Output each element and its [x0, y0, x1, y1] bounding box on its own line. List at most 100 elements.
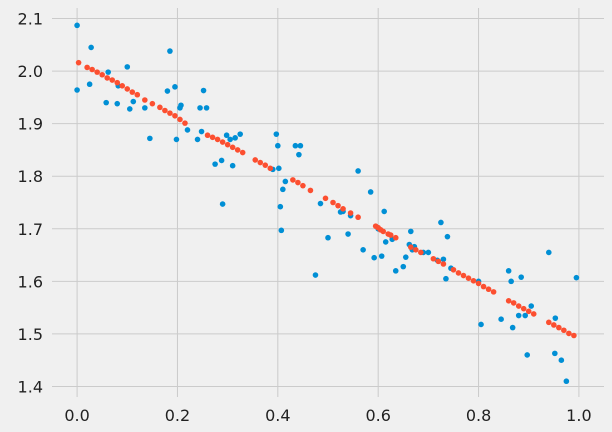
data-point — [290, 177, 296, 183]
data-point — [561, 327, 567, 334]
data-point — [478, 321, 484, 328]
data-point — [167, 48, 173, 54]
data-point — [552, 350, 558, 357]
data-point — [475, 280, 482, 287]
data-point — [119, 83, 126, 89]
data-point — [520, 305, 527, 312]
data-point — [74, 87, 80, 93]
data-point — [130, 98, 137, 105]
data-point — [322, 195, 329, 202]
data-point — [515, 312, 522, 319]
data-point — [267, 165, 274, 172]
data-point — [124, 86, 131, 92]
data-point — [566, 330, 572, 337]
data-point — [212, 161, 218, 167]
data-point — [172, 84, 178, 90]
data-point — [239, 149, 246, 156]
data-point — [508, 278, 514, 285]
data-point — [88, 44, 94, 51]
data-point — [280, 186, 286, 193]
data-point — [510, 300, 517, 306]
data-point — [438, 219, 444, 226]
y-tick-label: 1.5 — [18, 325, 43, 344]
grid — [52, 8, 604, 397]
data-point — [400, 263, 407, 270]
data-point — [142, 105, 148, 111]
data-point — [227, 136, 233, 143]
data-point — [546, 249, 552, 256]
data-point — [147, 135, 153, 142]
data-point — [126, 106, 133, 112]
x-tick-label: 0.8 — [466, 406, 491, 425]
data-point — [312, 272, 319, 278]
tick-labels: 0.0 0.2 0.4 0.6 0.8 1.0 1.4 1.5 1.6 1.7 1.8 1.9 2.0 2… — [18, 10, 592, 425]
data-point — [142, 97, 148, 103]
data-point — [103, 99, 109, 106]
data-point — [556, 324, 562, 331]
data-point — [162, 107, 168, 114]
data-point — [224, 141, 231, 148]
data-point — [223, 132, 230, 139]
data-point — [392, 268, 399, 274]
data-point — [164, 88, 171, 94]
data-point — [307, 187, 314, 194]
data-point — [89, 66, 95, 73]
data-point — [114, 79, 121, 86]
data-point — [292, 142, 299, 149]
data-point — [330, 199, 336, 206]
x-tick-label: 0.4 — [265, 406, 290, 425]
data-point — [490, 289, 497, 295]
series-2-points — [75, 59, 577, 339]
data-point — [378, 253, 385, 259]
data-point — [522, 312, 529, 319]
data-point — [524, 352, 531, 358]
data-point — [277, 203, 284, 210]
data-point — [558, 357, 565, 364]
data-point — [444, 233, 451, 240]
data-point — [184, 127, 191, 133]
data-point — [525, 308, 532, 315]
data-point — [355, 214, 361, 221]
data-point — [505, 268, 512, 274]
data-point — [408, 244, 414, 250]
data-point — [392, 234, 399, 241]
data-point — [214, 136, 221, 143]
data-point — [546, 319, 552, 326]
data-point — [480, 283, 487, 290]
data-point — [317, 200, 324, 207]
data-point — [167, 110, 173, 116]
data-point — [573, 274, 580, 281]
data-point — [276, 165, 282, 172]
data-point — [252, 157, 259, 163]
data-point — [273, 131, 280, 137]
data-point — [440, 261, 447, 267]
y-tick-label: 1.7 — [18, 220, 43, 239]
data-point — [237, 131, 243, 137]
x-tick-label: 0.0 — [64, 406, 89, 425]
data-point — [149, 100, 156, 107]
data-point — [371, 254, 377, 261]
data-point — [177, 116, 183, 123]
data-point — [381, 208, 388, 215]
data-point — [218, 157, 225, 164]
data-point — [335, 202, 341, 209]
data-point — [124, 64, 131, 70]
data-point — [408, 228, 414, 235]
data-point — [443, 275, 449, 282]
data-point — [234, 147, 241, 153]
data-point — [282, 178, 289, 185]
data-point — [262, 162, 269, 168]
data-point — [104, 75, 110, 81]
y-tick-label: 1.8 — [18, 167, 43, 186]
data-point — [94, 69, 100, 75]
data-point — [219, 201, 226, 207]
x-tick-label: 0.6 — [365, 406, 390, 425]
data-point — [450, 266, 457, 273]
data-point — [229, 162, 236, 169]
data-point — [172, 112, 178, 119]
data-point — [200, 87, 207, 94]
data-point — [296, 151, 302, 158]
data-point — [297, 142, 304, 149]
data-point — [518, 274, 524, 280]
